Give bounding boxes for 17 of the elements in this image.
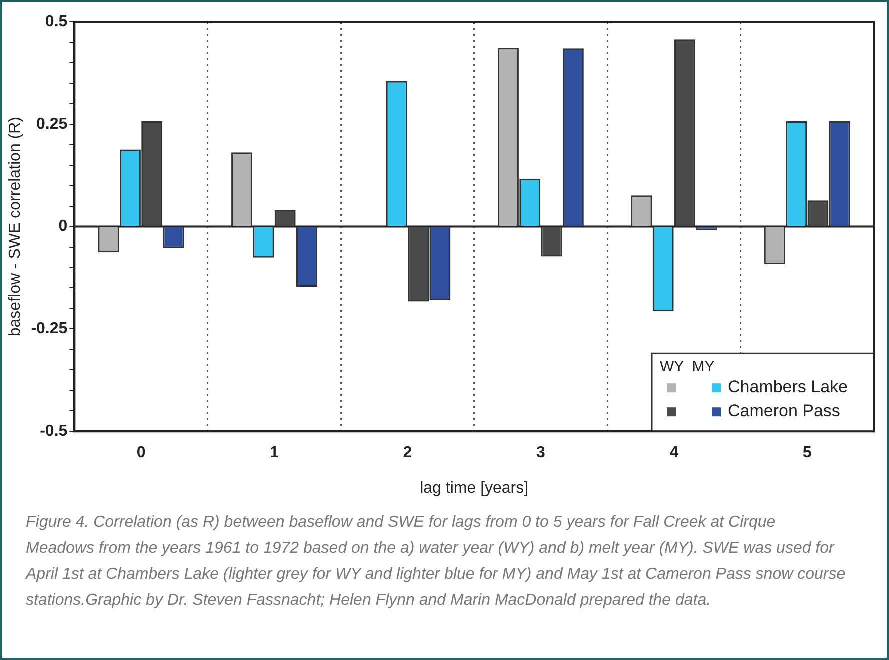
y-tick-label: 0 (58, 218, 68, 236)
x-tick-label: 1 (270, 444, 280, 462)
x-axis-title: lag time [years] (420, 480, 529, 497)
legend-title: WY MY (660, 358, 715, 376)
y-tick-label: -0.5 (40, 423, 68, 440)
y-tick-label: 0.25 (36, 116, 68, 133)
y-tick-label: 0.5 (45, 13, 68, 30)
x-tick-label: 4 (670, 444, 679, 462)
x-tick-label: 2 (403, 444, 412, 462)
y-axis-title: baseflow - SWE correlation (R) (7, 116, 24, 337)
legend-label: Cameron Pass (728, 401, 840, 420)
legend-label: Chambers Lake (728, 377, 848, 396)
x-tick-label: 3 (536, 444, 546, 462)
x-tick-label: 0 (136, 444, 146, 462)
y-tick-label: -0.25 (31, 320, 68, 338)
caption: Figure 4. Correlation (as R) between baseflow and SWE for lags from 0 to 5 years for Fall Creek at Cirque Meadows from the years 1961 to 1972 based on the a) water year (WY) and b) melt year (MY). SWE was used for April 1st at Chambers Lake (lighter grey for WY and lighter blue for MY) and May 1st at Cameron Pass snow course stations.Graphic by Dr. Steven Fassnacht; Helen Flynn and Marin MacDonald prepared the data. (24, 513, 847, 611)
x-tick-label: 5 (802, 444, 812, 462)
